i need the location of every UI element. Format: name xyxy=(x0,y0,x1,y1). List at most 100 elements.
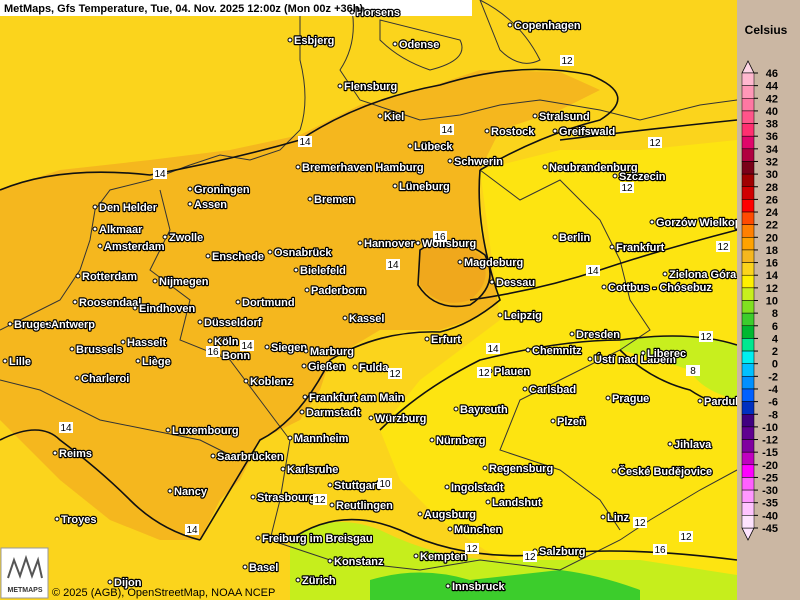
city-label: Lille xyxy=(9,356,31,368)
city-dot xyxy=(107,579,113,585)
city-label: Magdeburg xyxy=(464,257,523,269)
legend-swatch xyxy=(741,161,755,175)
legend-swatch xyxy=(741,72,755,86)
city-dot xyxy=(75,273,81,279)
field-green xyxy=(620,336,737,400)
city-dot xyxy=(484,128,490,134)
legend-label: 38 xyxy=(766,119,778,131)
isoline-label: 12 xyxy=(680,532,692,543)
isoline-label-box xyxy=(523,551,537,562)
city-dot xyxy=(152,278,158,284)
city-dot xyxy=(97,243,103,249)
city-dot xyxy=(255,535,261,541)
city-label: Den Helder xyxy=(99,202,158,214)
legend-swatch xyxy=(741,85,755,99)
isoline-label: 8 xyxy=(690,366,696,377)
isoline-label-box xyxy=(486,343,500,354)
legend-swatch xyxy=(741,489,755,503)
city-dot xyxy=(377,113,383,119)
city-dot xyxy=(69,346,75,352)
city-dot xyxy=(640,350,646,356)
legend-label: 6 xyxy=(772,321,778,333)
isoline-label: 14 xyxy=(60,423,72,434)
city-label: München xyxy=(454,524,503,536)
city-label: Zwolle xyxy=(169,232,203,244)
legend-label: 32 xyxy=(766,156,778,168)
city-label: Strasbourg xyxy=(257,492,316,504)
city-dot xyxy=(453,406,459,412)
city-label: Copenhagen xyxy=(514,20,581,32)
isoline-label-box xyxy=(477,367,491,378)
city-label: Hannover xyxy=(364,238,415,250)
city-dot xyxy=(522,386,528,392)
city-label: Kassel xyxy=(349,313,384,325)
city-label: Salzburg xyxy=(539,546,585,558)
city-label: Eindhoven xyxy=(139,303,196,315)
city-label: Szczecin xyxy=(619,171,666,183)
legend-swatch xyxy=(741,211,755,225)
city-dot xyxy=(587,356,593,362)
city-label: Antwerp xyxy=(51,319,95,331)
legend-label: -2 xyxy=(768,371,778,383)
city-label: Regensburg xyxy=(489,463,553,475)
city-dot xyxy=(187,201,193,207)
city-dot xyxy=(697,398,703,404)
isoline-label: 14 xyxy=(387,260,399,271)
legend-swatch xyxy=(741,287,755,301)
city-dot xyxy=(135,358,141,364)
city-dot xyxy=(429,437,435,443)
legend-label: 0 xyxy=(772,359,778,371)
city-label: Plzeň xyxy=(557,416,586,428)
city-dot xyxy=(264,344,270,350)
city-dot xyxy=(542,164,548,170)
city-dot xyxy=(132,305,138,311)
legend-label: 24 xyxy=(766,207,779,219)
legend-swatch xyxy=(741,439,755,453)
legend-swatch xyxy=(741,199,755,213)
city-label: Basel xyxy=(249,562,278,574)
city-dot xyxy=(445,583,451,589)
city-dot xyxy=(304,287,310,293)
city-label: Karlsruhe xyxy=(287,464,338,476)
city-dot xyxy=(649,219,655,225)
legend-label: 36 xyxy=(766,131,778,143)
city-label: České Budějovice xyxy=(618,465,712,478)
isoline-label: 14 xyxy=(587,266,599,277)
city-dot xyxy=(74,375,80,381)
city-dot xyxy=(485,499,491,505)
city-label: Stuttgart xyxy=(334,480,380,492)
city-dot xyxy=(72,299,78,305)
isoline-label: 16 xyxy=(434,232,446,243)
city-dot xyxy=(205,253,211,259)
city-dot xyxy=(2,358,8,364)
city-label: Enschede xyxy=(212,251,264,263)
city-label: Assen xyxy=(194,199,227,211)
city-dot xyxy=(329,502,335,508)
legend-label: 40 xyxy=(766,106,778,118)
legend-label: 10 xyxy=(766,296,778,308)
city-label: Nürnberg xyxy=(436,435,486,447)
isoline-label: 12 xyxy=(700,332,712,343)
city-dot xyxy=(392,41,398,47)
logo-text: METMAPS xyxy=(8,587,43,594)
city-label: Lübeck xyxy=(414,141,453,153)
city-dot xyxy=(447,526,453,532)
city-label: Fulda xyxy=(359,362,389,374)
city-label: Amsterdam xyxy=(104,241,165,253)
legend-swatch xyxy=(741,350,755,364)
isoline-label: 14 xyxy=(441,125,453,136)
city-label: Innsbruck xyxy=(452,581,505,593)
city-label: Konstanz xyxy=(334,556,384,568)
legend-swatch xyxy=(741,376,755,390)
city-label: Carlsbad xyxy=(529,384,576,396)
city-dot xyxy=(482,465,488,471)
city-label: Rostock xyxy=(491,126,535,138)
city-label: Bonn xyxy=(222,350,250,362)
isoline-labels: 12 14 14 12 14 12 16 14 14 12 12 16 14 14 8 12 12 14 12 10 1… xyxy=(59,55,730,563)
legend-label: 42 xyxy=(766,93,778,105)
legend-swatch xyxy=(741,274,755,289)
city-dot xyxy=(601,284,607,290)
isoline-label: 14 xyxy=(299,137,311,148)
city-dot xyxy=(444,484,450,490)
